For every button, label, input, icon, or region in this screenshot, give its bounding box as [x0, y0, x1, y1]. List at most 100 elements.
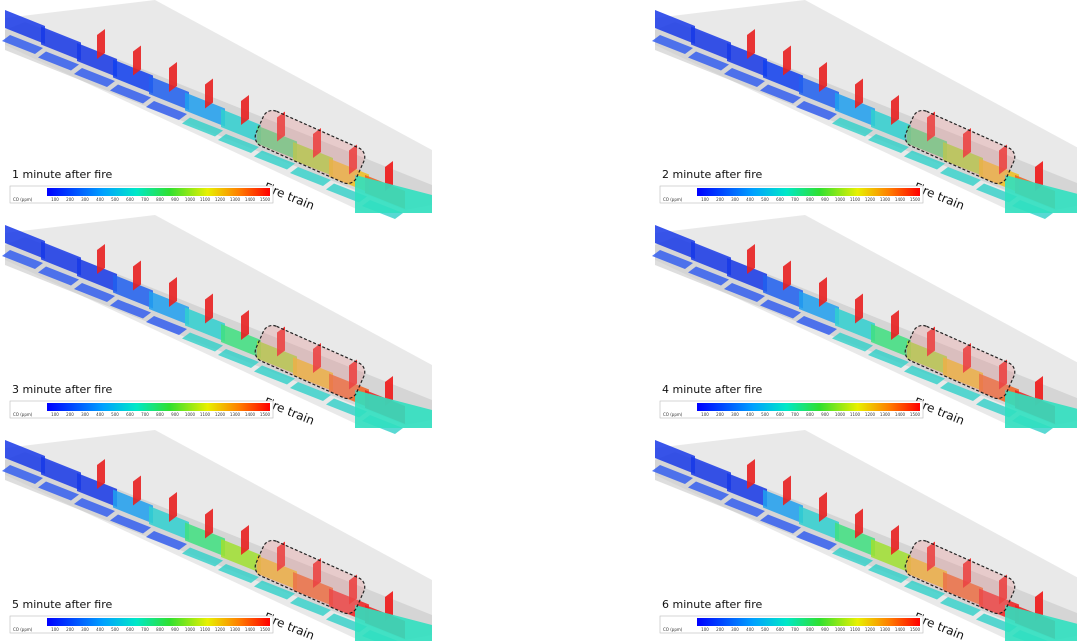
colorbar-tick: 700	[791, 412, 799, 417]
colorbar-tick: 1500	[260, 627, 271, 632]
colorbar-tick: 1200	[865, 627, 876, 632]
colorbar-label: CO (ppm)	[13, 412, 33, 417]
colorbar-tick: 600	[126, 627, 134, 632]
colorbar	[697, 188, 920, 196]
colorbar-tick: 100	[51, 412, 59, 417]
colorbar-tick: 900	[821, 627, 829, 632]
colorbar-tick: 1300	[880, 412, 891, 417]
colorbar-tick: 1100	[200, 197, 211, 202]
colorbar-tick: 400	[96, 412, 104, 417]
colorbar-tick: 1000	[185, 197, 196, 202]
colorbar-tick: 300	[731, 197, 739, 202]
colorbar-tick: 1300	[880, 197, 891, 202]
colorbar-tick: 800	[806, 627, 814, 632]
colorbar-tick: 200	[66, 412, 74, 417]
colorbar-tick: 600	[776, 197, 784, 202]
colorbar-tick: 600	[126, 197, 134, 202]
colorbar-tick: 200	[716, 627, 724, 632]
colorbar-label: CO (ppm)	[13, 197, 33, 202]
colorbar-tick: 1500	[260, 412, 271, 417]
panel: Fire train2 minute after fireCO (ppm)100…	[652, 0, 1077, 219]
caption: 3 minute after fire	[12, 383, 113, 396]
colorbar-tick: 400	[96, 627, 104, 632]
colorbar-tick: 1300	[230, 627, 241, 632]
figure: Fire train1 minute after fireCO (ppm)100…	[0, 0, 1077, 641]
colorbar-tick: 100	[701, 627, 709, 632]
colorbar-tick: 1300	[230, 412, 241, 417]
colorbar-tick: 1400	[895, 627, 906, 632]
colorbar-tick: 400	[746, 412, 754, 417]
colorbar-tick: 1200	[865, 412, 876, 417]
colorbar-tick: 1300	[230, 197, 241, 202]
colorbar-tick: 900	[171, 627, 179, 632]
colorbar-tick: 600	[776, 627, 784, 632]
colorbar-tick: 1000	[835, 412, 846, 417]
colorbar-label: CO (ppm)	[663, 197, 683, 202]
colorbar-tick: 1400	[245, 627, 256, 632]
caption: 5 minute after fire	[12, 598, 113, 611]
colorbar-tick: 800	[156, 412, 164, 417]
colorbar-tick: 200	[66, 197, 74, 202]
panel: Fire train6 minute after fireCO (ppm)100…	[652, 430, 1077, 641]
colorbar-tick: 1500	[910, 197, 921, 202]
colorbar-tick: 500	[111, 412, 119, 417]
colorbar-tick: 1500	[910, 627, 921, 632]
colorbar-tick: 700	[791, 197, 799, 202]
caption: 1 minute after fire	[12, 168, 113, 181]
colorbar-tick: 1200	[215, 197, 226, 202]
colorbar-tick: 500	[761, 412, 769, 417]
colorbar-tick: 1200	[215, 412, 226, 417]
colorbar-tick: 1400	[895, 197, 906, 202]
colorbar-tick: 800	[156, 197, 164, 202]
colorbar-tick: 300	[81, 627, 89, 632]
colorbar-tick: 1000	[835, 197, 846, 202]
colorbar-tick: 900	[821, 197, 829, 202]
colorbar-tick: 100	[701, 197, 709, 202]
colorbar-tick: 500	[761, 197, 769, 202]
colorbar	[697, 403, 920, 411]
colorbar-tick: 1100	[850, 412, 861, 417]
colorbar-tick: 1500	[910, 412, 921, 417]
caption: 2 minute after fire	[662, 168, 763, 181]
caption: 4 minute after fire	[662, 383, 763, 396]
colorbar-tick: 1000	[185, 627, 196, 632]
colorbar-tick: 1300	[880, 627, 891, 632]
colorbar-tick: 900	[821, 412, 829, 417]
colorbar-tick: 1100	[850, 627, 861, 632]
colorbar-tick: 1100	[200, 627, 211, 632]
colorbar-tick: 1400	[245, 412, 256, 417]
colorbar-label: CO (ppm)	[13, 627, 33, 632]
colorbar-tick: 400	[746, 197, 754, 202]
colorbar-tick: 300	[81, 197, 89, 202]
colorbar-tick: 800	[156, 627, 164, 632]
colorbar-tick: 400	[746, 627, 754, 632]
colorbar-tick: 100	[51, 627, 59, 632]
colorbar-tick: 1000	[185, 412, 196, 417]
colorbar	[47, 188, 270, 196]
colorbar-tick: 500	[761, 627, 769, 632]
caption: 6 minute after fire	[662, 598, 763, 611]
colorbar	[47, 618, 270, 626]
colorbar-tick: 100	[51, 197, 59, 202]
colorbar-tick: 1200	[865, 197, 876, 202]
colorbar-tick: 800	[806, 412, 814, 417]
colorbar-tick: 700	[141, 412, 149, 417]
colorbar-tick: 700	[141, 627, 149, 632]
colorbar-tick: 300	[731, 412, 739, 417]
colorbar-tick: 600	[126, 412, 134, 417]
colorbar-tick: 300	[81, 412, 89, 417]
colorbar-label: CO (ppm)	[663, 627, 683, 632]
colorbar-tick: 400	[96, 197, 104, 202]
colorbar-label: CO (ppm)	[663, 412, 683, 417]
colorbar-tick: 1100	[850, 197, 861, 202]
colorbar-tick: 1400	[245, 197, 256, 202]
colorbar-tick: 900	[171, 412, 179, 417]
page: Fire train1 minute after fireCO (ppm)100…	[0, 0, 1077, 641]
colorbar-tick: 700	[791, 627, 799, 632]
colorbar-tick: 200	[716, 197, 724, 202]
colorbar-tick: 1000	[835, 627, 846, 632]
colorbar-tick: 1200	[215, 627, 226, 632]
